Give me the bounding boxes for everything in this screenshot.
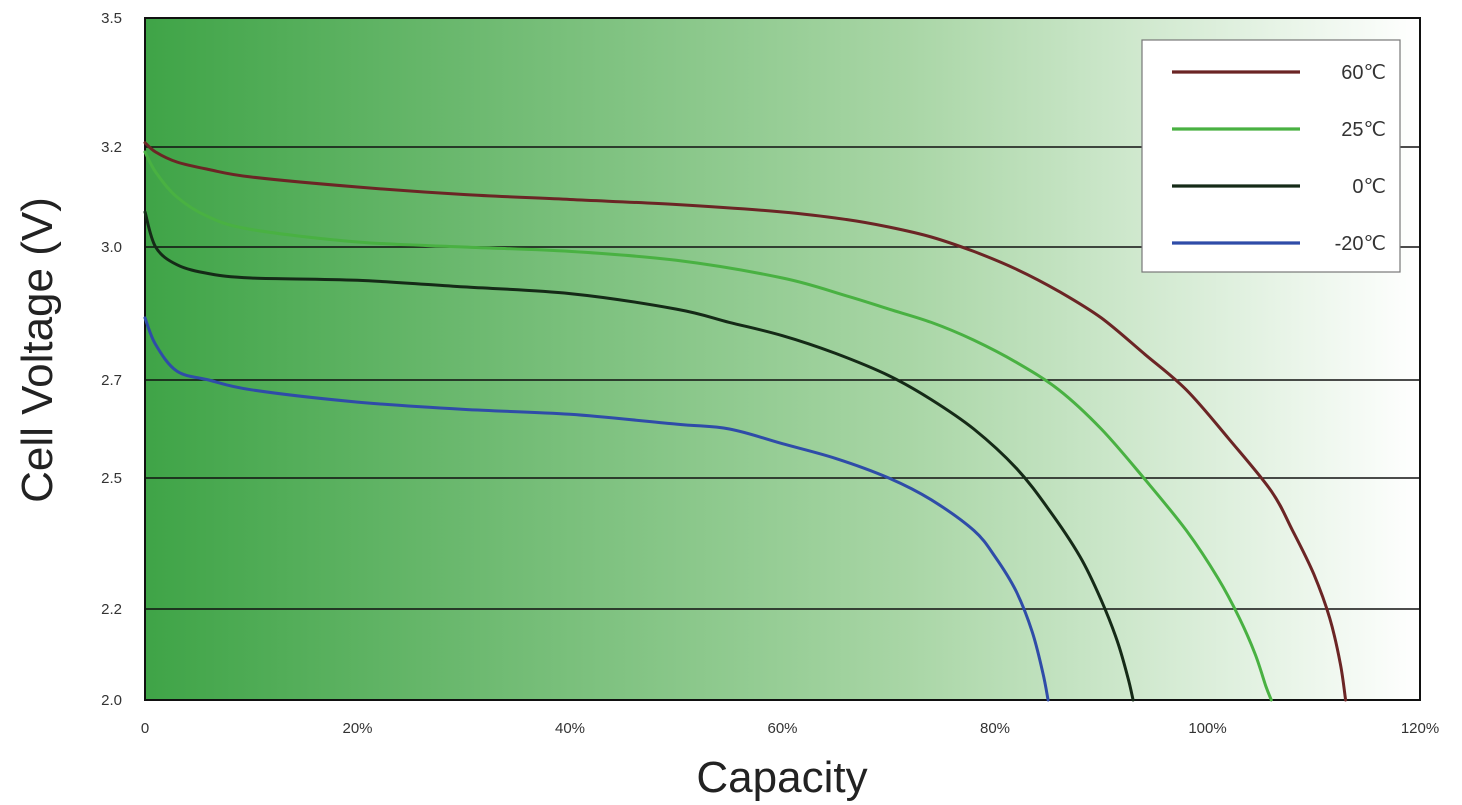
plot-frame — [144, 17, 1421, 701]
y-tick-label: 2.2 — [101, 601, 122, 618]
legend: 60℃ 25℃ 0℃ -20℃ — [1141, 39, 1401, 273]
y-tick-label: 3.2 — [101, 139, 122, 156]
y-tick-label: 2.5 — [101, 470, 122, 487]
series-line — [143, 210, 1135, 702]
y-axis-title: Cell Voltage (V) — [13, 197, 62, 503]
series-layer — [143, 141, 1348, 702]
legend-label: -20℃ — [1335, 233, 1386, 255]
y-tick-label: 3.0 — [101, 239, 122, 256]
x-tick-label: 100% — [1188, 720, 1226, 737]
legend-box — [1141, 39, 1401, 273]
series-line — [143, 150, 1273, 702]
series-line — [143, 316, 1050, 702]
x-tick-labels: 0 20% 40% 60% 80% 100% 120% — [141, 720, 1439, 737]
y-tick-label: 2.0 — [101, 692, 122, 709]
x-tick-label: 0 — [141, 720, 149, 737]
legend-label: 60℃ — [1341, 62, 1386, 84]
legend-label: 25℃ — [1341, 119, 1386, 141]
series-line — [143, 141, 1348, 702]
gridlines — [145, 146, 1420, 610]
legend-label: 0℃ — [1352, 176, 1386, 198]
x-tick-label: 20% — [342, 720, 372, 737]
y-tick-label: 3.5 — [101, 10, 122, 27]
x-tick-label: 60% — [767, 720, 797, 737]
y-tick-labels: 2.0 2.2 2.5 2.7 3.0 3.2 3.5 — [101, 10, 122, 709]
y-tick-label: 2.7 — [101, 372, 122, 389]
x-axis-title: Capacity — [696, 753, 867, 802]
x-tick-label: 80% — [980, 720, 1010, 737]
x-tick-label: 120% — [1401, 720, 1439, 737]
x-tick-label: 40% — [555, 720, 585, 737]
